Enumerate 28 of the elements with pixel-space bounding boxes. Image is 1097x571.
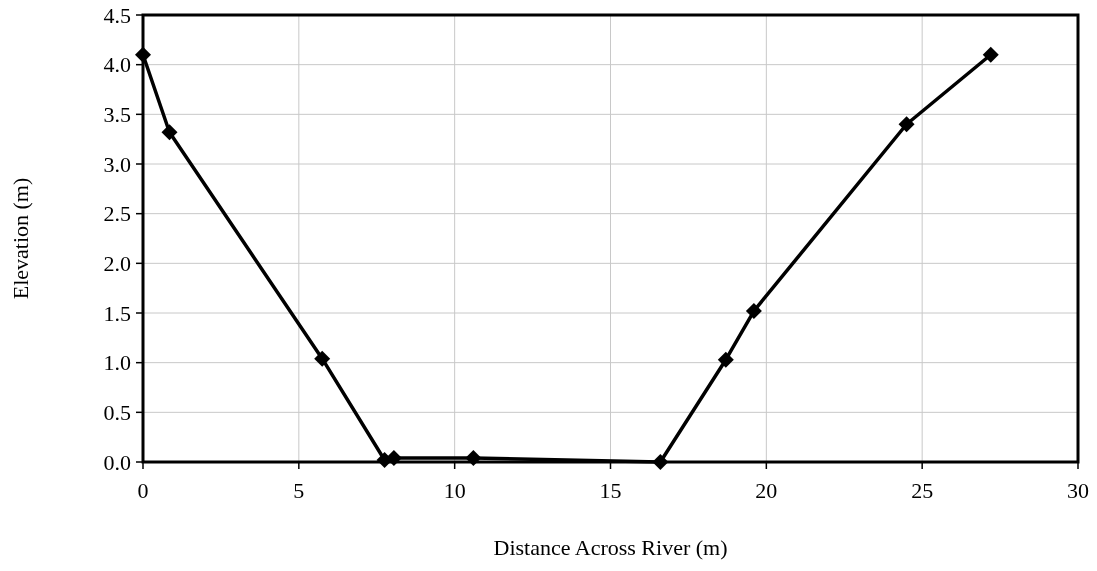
x-tick-label: 25 bbox=[911, 478, 934, 503]
point bbox=[745, 303, 762, 320]
x-tick-label: 15 bbox=[599, 478, 622, 503]
y-tick-label: 0.0 bbox=[103, 449, 131, 475]
x-tick-label: 30 bbox=[1067, 478, 1089, 503]
y-tick-label: 1.0 bbox=[103, 350, 131, 376]
x-tick-label: 0 bbox=[137, 478, 149, 503]
x-tick-label: 5 bbox=[293, 478, 305, 503]
point bbox=[982, 46, 999, 63]
y-axis-title: Elevation (m) bbox=[8, 177, 33, 300]
y-tick-label: 2.0 bbox=[103, 251, 131, 277]
y-tick-label: 4.5 bbox=[103, 2, 131, 28]
point bbox=[161, 124, 178, 141]
y-tick-label: 0.5 bbox=[103, 400, 131, 426]
y-tick-label: 3.0 bbox=[103, 151, 131, 177]
x-axis-title: Distance Across River (m) bbox=[493, 535, 728, 560]
y-tick-label: 2.5 bbox=[103, 201, 131, 227]
point bbox=[465, 450, 482, 467]
y-tick-label: 4.0 bbox=[103, 52, 131, 78]
x-tick-label: 20 bbox=[755, 478, 778, 503]
point bbox=[652, 454, 669, 470]
x-tick-label: 10 bbox=[443, 478, 466, 503]
point bbox=[135, 46, 151, 63]
point bbox=[314, 350, 331, 367]
point bbox=[898, 116, 915, 133]
y-tick-label: 3.5 bbox=[103, 102, 131, 128]
point bbox=[717, 351, 734, 368]
y-tick-label: 1.5 bbox=[103, 300, 131, 326]
